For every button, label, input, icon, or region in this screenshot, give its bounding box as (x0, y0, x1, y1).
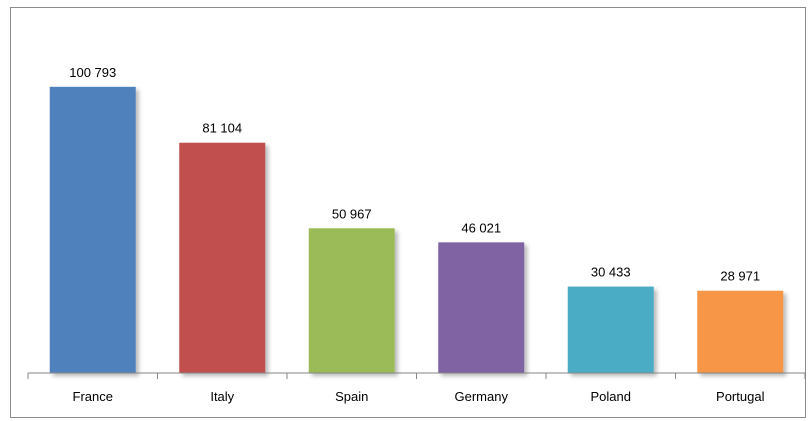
x-tick-label-italy: Italy (210, 389, 234, 404)
x-tick-label-germany: Germany (455, 389, 509, 404)
x-tick-label-poland: Poland (591, 389, 631, 404)
bar-poland (567, 286, 654, 373)
data-label-italy: 81 104 (202, 121, 242, 136)
bar-italy (179, 142, 266, 373)
bar-france (49, 86, 136, 373)
data-label-france: 100 793 (69, 65, 116, 80)
x-tick-label-portugal: Portugal (716, 389, 765, 404)
data-label-germany: 46 021 (461, 220, 501, 235)
bar-portugal (697, 290, 784, 373)
chart-frame (10, 7, 806, 418)
bar-germany (438, 242, 525, 373)
data-label-portugal: 28 971 (720, 269, 760, 284)
data-label-spain: 50 967 (332, 206, 372, 221)
data-label-poland: 30 433 (591, 265, 631, 280)
x-tick-label-france: France (73, 389, 113, 404)
x-tick-label-spain: Spain (335, 389, 368, 404)
bar-spain (308, 228, 395, 373)
